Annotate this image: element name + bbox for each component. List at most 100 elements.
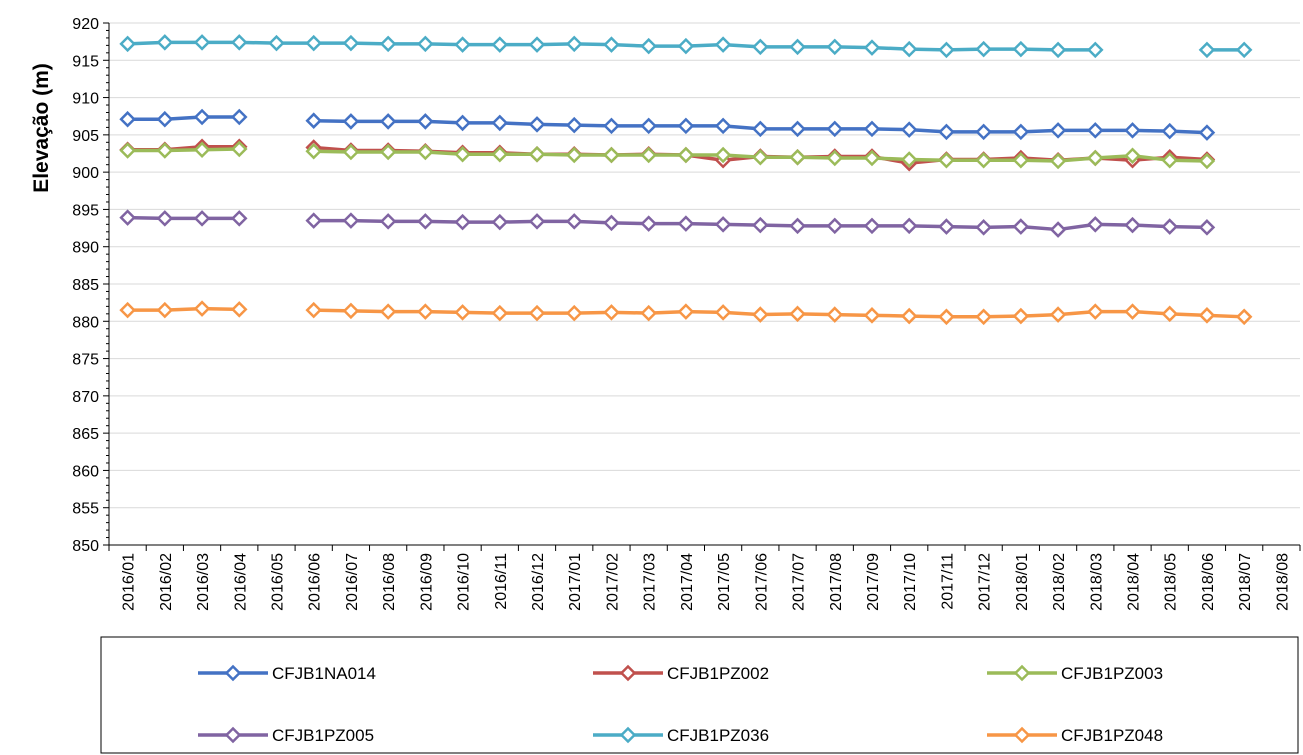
series-CFJB1PZ005 bbox=[119, 209, 1216, 238]
y-axis-title: Elevação (m) bbox=[30, 63, 53, 193]
legend-box bbox=[100, 636, 1299, 754]
data-point bbox=[677, 117, 695, 135]
data-point bbox=[491, 36, 509, 53]
legend-item: CFJB1PZ048 bbox=[987, 726, 1163, 745]
legend-marker bbox=[619, 664, 637, 682]
data-point bbox=[714, 117, 732, 135]
legend-marker bbox=[224, 726, 242, 744]
y-tick-label: 920 bbox=[72, 16, 99, 33]
data-point bbox=[268, 34, 285, 52]
x-tick-label: 2017/10 bbox=[902, 553, 919, 611]
legend-label: CFJB1PZ003 bbox=[1061, 664, 1163, 683]
data-point bbox=[1049, 122, 1067, 139]
legend-marker bbox=[224, 664, 242, 682]
data-point bbox=[417, 113, 434, 130]
data-point bbox=[417, 35, 434, 53]
legend-marker bbox=[1013, 664, 1031, 682]
data-point bbox=[491, 145, 509, 163]
data-point bbox=[156, 301, 174, 319]
data-point bbox=[230, 301, 248, 318]
data-point bbox=[677, 37, 695, 55]
data-point bbox=[789, 217, 806, 235]
data-point bbox=[528, 36, 546, 53]
data-point bbox=[900, 40, 918, 58]
data-point bbox=[342, 212, 360, 229]
y-tick-label: 890 bbox=[72, 240, 99, 257]
data-point bbox=[789, 305, 806, 323]
legend-item: CFJB1PZ005 bbox=[198, 726, 374, 745]
data-point bbox=[119, 110, 136, 128]
data-point bbox=[565, 146, 583, 164]
data-point bbox=[230, 34, 248, 51]
data-point bbox=[752, 148, 769, 166]
data-point bbox=[863, 149, 881, 167]
data-point bbox=[640, 37, 657, 55]
legend-item: CFJB1PZ002 bbox=[593, 664, 769, 683]
series-line bbox=[313, 308, 1245, 319]
data-point bbox=[603, 304, 620, 321]
data-point bbox=[156, 110, 174, 128]
data-point bbox=[528, 116, 546, 133]
x-tick-label: 2017/12 bbox=[977, 553, 994, 611]
data-point bbox=[305, 34, 322, 52]
data-point bbox=[863, 217, 881, 235]
data-point bbox=[752, 306, 769, 323]
data-point bbox=[752, 216, 769, 234]
x-tick-label: 2017/03 bbox=[642, 553, 659, 611]
x-tick-label: 2018/06 bbox=[1200, 553, 1217, 611]
data-point bbox=[528, 145, 546, 163]
data-point bbox=[379, 113, 397, 130]
legend-marker bbox=[1013, 726, 1031, 744]
data-point bbox=[565, 213, 583, 230]
data-point bbox=[938, 308, 955, 326]
data-point bbox=[1198, 307, 1216, 324]
data-point bbox=[342, 302, 360, 320]
data-point bbox=[603, 214, 620, 232]
legend-label: CFJB1PZ048 bbox=[1061, 726, 1163, 745]
data-point bbox=[305, 142, 322, 160]
legend-label: CFJB1PZ005 bbox=[272, 726, 374, 745]
x-tick-label: 2018/07 bbox=[1237, 553, 1254, 611]
data-point bbox=[1198, 152, 1216, 170]
y-tick-label: 850 bbox=[72, 538, 99, 555]
x-tick-label: 2017/06 bbox=[753, 553, 770, 611]
data-point bbox=[900, 151, 918, 168]
y-tick-label: 905 bbox=[72, 128, 99, 145]
x-tick-label: 2018/02 bbox=[1051, 553, 1068, 611]
data-point bbox=[565, 116, 583, 134]
data-series bbox=[119, 34, 1253, 326]
data-point bbox=[342, 34, 360, 52]
data-point bbox=[379, 213, 397, 230]
x-tick-label: 2016/05 bbox=[269, 553, 286, 611]
legend: CFJB1NA014 CFJB1PZ002 CFJB1PZ003 CFJB1PZ005… bbox=[100, 636, 1299, 754]
data-point bbox=[1124, 122, 1141, 139]
x-tick-label: 2016/03 bbox=[195, 553, 212, 611]
data-point bbox=[826, 120, 844, 138]
y-tick-label: 865 bbox=[72, 426, 99, 443]
y-tick-label: 910 bbox=[72, 91, 99, 108]
series-line bbox=[127, 115, 240, 121]
legend-marker bbox=[619, 726, 637, 744]
data-point bbox=[379, 35, 397, 53]
data-point bbox=[900, 121, 918, 138]
data-point bbox=[379, 143, 397, 161]
data-point bbox=[1161, 305, 1179, 323]
data-point bbox=[305, 112, 322, 129]
data-point bbox=[938, 123, 955, 141]
data-point bbox=[528, 304, 546, 322]
data-point bbox=[454, 145, 471, 163]
legend-item: CFJB1NA014 bbox=[198, 664, 376, 683]
x-tick-label: 2016/07 bbox=[344, 553, 361, 611]
data-point bbox=[119, 209, 136, 226]
data-point bbox=[1049, 152, 1067, 170]
data-point bbox=[938, 218, 955, 235]
data-point bbox=[826, 38, 844, 56]
axes bbox=[103, 22, 1301, 551]
data-point bbox=[528, 213, 546, 230]
data-point bbox=[714, 304, 732, 321]
x-tick-label: 2016/04 bbox=[232, 553, 249, 611]
data-point bbox=[193, 108, 211, 126]
data-point bbox=[1049, 41, 1067, 59]
x-tick-label: 2018/01 bbox=[1014, 553, 1031, 611]
data-point bbox=[752, 120, 769, 138]
